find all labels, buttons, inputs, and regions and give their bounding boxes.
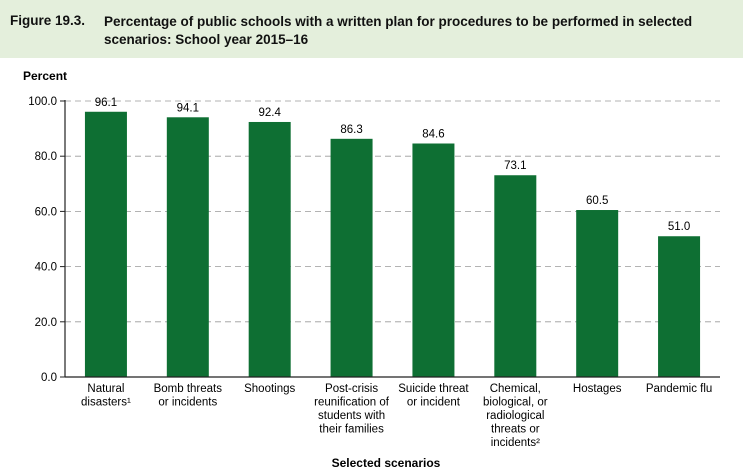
value-label: 60.5 — [586, 195, 608, 207]
y-tick-label: 40.0 — [35, 262, 57, 274]
title-band: Figure 19.3. Percentage of public school… — [0, 0, 743, 58]
y-tick-label: 60.0 — [35, 206, 57, 218]
category-label: biological, or — [483, 397, 548, 409]
bar — [330, 138, 373, 377]
y-axis-ticks: 0.0 20.0 40.0 60.0 80.0 100.0 — [28, 96, 65, 384]
category-label: incidents² — [491, 437, 540, 449]
figure-title: Percentage of public schools with a writ… — [104, 14, 693, 47]
value-label: 51.0 — [668, 221, 690, 233]
bar — [412, 143, 455, 377]
category-label: Shootings — [244, 383, 295, 395]
bars — [84, 111, 701, 377]
category-label: students with — [318, 410, 385, 422]
y-tick-label: 100.0 — [28, 96, 57, 108]
category-label: or incident — [407, 397, 461, 409]
category-label: Post-crisis — [325, 383, 378, 395]
category-labels: Natural disasters¹ Bomb threats or incident… — [81, 383, 712, 449]
category-label: Hostages — [573, 383, 622, 395]
figure-number: Figure 19.3. — [10, 13, 86, 28]
category-label: their families — [319, 424, 384, 436]
value-label: 94.1 — [177, 102, 199, 114]
category-label: Chemical, — [490, 383, 541, 395]
category-label: Pandemic flu — [646, 383, 712, 395]
category-label: or incidents — [158, 397, 217, 409]
gridlines — [65, 100, 720, 323]
category-label: reunification of — [314, 397, 390, 409]
category-label: threats or — [491, 424, 540, 436]
value-label: 96.1 — [95, 97, 117, 109]
bar — [658, 236, 701, 377]
value-label: 84.6 — [422, 129, 444, 141]
x-axis-label: Selected scenarios — [332, 456, 441, 470]
bar — [494, 175, 537, 377]
value-labels: 96.1 94.1 92.4 86.3 84.6 73.1 60.5 51.0 — [95, 97, 691, 233]
bar — [248, 121, 291, 377]
category-label: radiological — [486, 410, 544, 422]
value-label: 92.4 — [258, 107, 281, 119]
category-label: disasters¹ — [81, 397, 131, 409]
bar — [166, 117, 209, 377]
y-tick-label: 20.0 — [35, 317, 57, 329]
bar — [576, 210, 619, 377]
y-axis-label: Percent — [23, 69, 67, 83]
category-label: Suicide threat — [398, 383, 469, 395]
category-label: Natural — [87, 383, 124, 395]
category-label: Bomb threats — [154, 383, 223, 395]
bar — [84, 111, 127, 377]
value-label: 86.3 — [340, 124, 362, 136]
y-tick-label: 80.0 — [35, 151, 57, 163]
value-label: 73.1 — [504, 160, 526, 172]
y-tick-label: 0.0 — [41, 372, 57, 384]
